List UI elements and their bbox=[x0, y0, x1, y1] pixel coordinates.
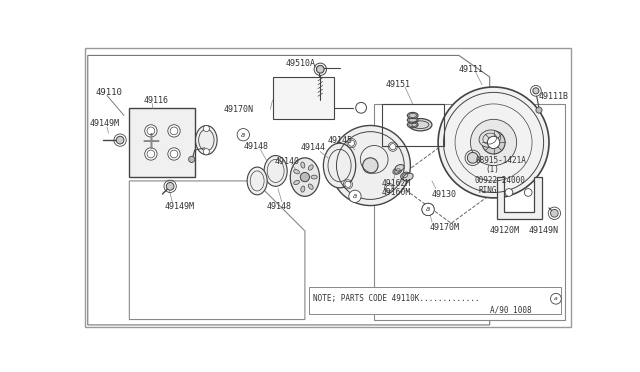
Circle shape bbox=[467, 153, 478, 163]
Ellipse shape bbox=[407, 112, 418, 119]
Ellipse shape bbox=[294, 180, 300, 185]
Text: 49149M: 49149M bbox=[90, 119, 119, 128]
Circle shape bbox=[348, 140, 355, 146]
Text: 49160M: 49160M bbox=[382, 188, 411, 197]
Ellipse shape bbox=[247, 167, 267, 195]
Text: 49145: 49145 bbox=[328, 136, 353, 145]
Text: 49151: 49151 bbox=[386, 80, 411, 89]
Ellipse shape bbox=[311, 175, 317, 179]
Ellipse shape bbox=[409, 119, 432, 131]
Ellipse shape bbox=[395, 164, 404, 171]
Circle shape bbox=[422, 203, 435, 216]
Ellipse shape bbox=[407, 117, 418, 123]
Text: 49111B: 49111B bbox=[538, 92, 568, 101]
Text: a: a bbox=[241, 132, 245, 138]
Text: 49120M: 49120M bbox=[490, 227, 520, 235]
Circle shape bbox=[300, 173, 310, 182]
Text: RING: RING bbox=[478, 186, 497, 195]
Text: 49149N: 49149N bbox=[529, 227, 559, 235]
Ellipse shape bbox=[294, 170, 300, 174]
Ellipse shape bbox=[401, 172, 410, 179]
Circle shape bbox=[438, 87, 549, 198]
Polygon shape bbox=[129, 108, 195, 177]
Polygon shape bbox=[497, 177, 542, 219]
Circle shape bbox=[345, 181, 351, 187]
Text: 00922-24000: 00922-24000 bbox=[474, 176, 525, 185]
Circle shape bbox=[330, 125, 410, 206]
Ellipse shape bbox=[308, 165, 313, 170]
Ellipse shape bbox=[308, 184, 313, 189]
Circle shape bbox=[168, 148, 180, 160]
Ellipse shape bbox=[403, 173, 413, 181]
Circle shape bbox=[145, 125, 157, 137]
Circle shape bbox=[168, 125, 180, 137]
Ellipse shape bbox=[407, 122, 418, 128]
Circle shape bbox=[533, 88, 539, 94]
Ellipse shape bbox=[196, 125, 217, 155]
Text: A/90 1008: A/90 1008 bbox=[490, 305, 531, 314]
Circle shape bbox=[349, 190, 361, 202]
Text: +: + bbox=[140, 131, 161, 154]
Ellipse shape bbox=[301, 162, 305, 168]
Text: 49162M: 49162M bbox=[382, 179, 411, 188]
Circle shape bbox=[145, 148, 157, 160]
Circle shape bbox=[116, 136, 124, 144]
Circle shape bbox=[505, 189, 513, 196]
Ellipse shape bbox=[323, 143, 356, 188]
Circle shape bbox=[189, 156, 195, 163]
Text: NOTE; PARTS CODE 49110K.............: NOTE; PARTS CODE 49110K............. bbox=[312, 294, 479, 303]
Circle shape bbox=[237, 129, 250, 141]
Circle shape bbox=[422, 203, 435, 216]
Bar bbox=[273, 77, 334, 119]
Circle shape bbox=[482, 131, 505, 154]
Text: 49130: 49130 bbox=[432, 189, 457, 199]
Text: 49149M: 49149M bbox=[164, 202, 195, 211]
Circle shape bbox=[550, 294, 561, 304]
Text: 49110: 49110 bbox=[95, 88, 122, 97]
Text: a: a bbox=[554, 296, 558, 301]
Text: 49116: 49116 bbox=[143, 96, 168, 105]
Text: 49140: 49140 bbox=[274, 157, 299, 166]
Text: 08915-1421A: 08915-1421A bbox=[476, 155, 527, 165]
Ellipse shape bbox=[301, 186, 305, 192]
Circle shape bbox=[363, 158, 378, 173]
Circle shape bbox=[316, 65, 324, 73]
Ellipse shape bbox=[393, 167, 402, 174]
Circle shape bbox=[536, 107, 542, 113]
Circle shape bbox=[204, 125, 209, 132]
Ellipse shape bbox=[291, 158, 319, 196]
Text: a: a bbox=[426, 206, 430, 212]
Text: 49510A: 49510A bbox=[285, 59, 316, 68]
Text: a: a bbox=[353, 193, 357, 199]
Text: 49148: 49148 bbox=[266, 202, 291, 211]
Circle shape bbox=[386, 185, 392, 191]
Bar bbox=[374, 104, 565, 320]
Circle shape bbox=[166, 183, 174, 190]
Circle shape bbox=[470, 119, 516, 166]
Text: (1): (1) bbox=[485, 165, 499, 174]
Text: 49170N: 49170N bbox=[224, 105, 254, 114]
Ellipse shape bbox=[264, 155, 287, 186]
Text: 49144: 49144 bbox=[301, 143, 326, 152]
Circle shape bbox=[204, 148, 209, 155]
Circle shape bbox=[524, 189, 532, 196]
Circle shape bbox=[488, 136, 500, 148]
Circle shape bbox=[390, 144, 396, 150]
Bar bbox=[308, 287, 561, 314]
Ellipse shape bbox=[479, 130, 500, 147]
Text: 49111: 49111 bbox=[459, 65, 484, 74]
Circle shape bbox=[550, 209, 558, 217]
Text: 49148: 49148 bbox=[243, 142, 268, 151]
Text: 49170M: 49170M bbox=[429, 222, 460, 232]
